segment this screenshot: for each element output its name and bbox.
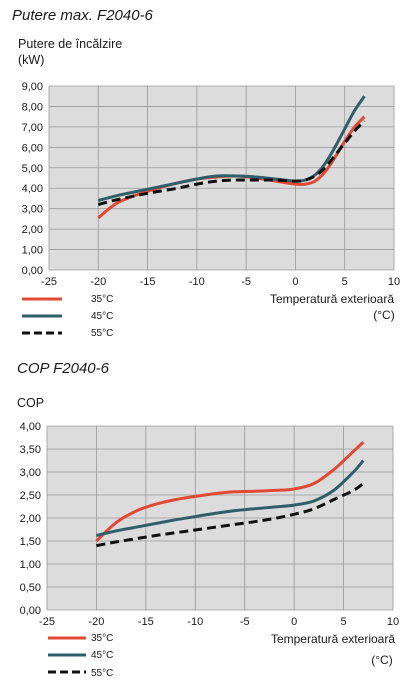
cop-y-tick-label: 0,00: [20, 605, 41, 617]
power-x-tick-label: -20: [90, 276, 106, 288]
cop-legend-label-35: 35°C: [91, 633, 113, 644]
power-series-line-45c: [97, 95, 366, 202]
cop-series-line-35c: [95, 441, 365, 543]
cop-x-tick-label: -5: [240, 616, 250, 628]
power-series-line-55c: [97, 119, 366, 207]
power-y-tick-label: 3,00: [22, 204, 43, 216]
power-x-tick-label: -10: [189, 276, 205, 288]
power-y-axis-label: Putere de încălzire: [18, 37, 122, 51]
cop-y-tick-label: 1,50: [20, 536, 41, 548]
cop-y-tick-label: 2,50: [20, 490, 41, 502]
power-y-tick-label: 2,00: [22, 224, 43, 236]
power-y-tick-label: 7,00: [22, 122, 43, 134]
power-y-tick-label: 0,00: [22, 265, 43, 277]
cop-y-axis-label: COP: [17, 396, 44, 410]
power-x-axis-label: Temperatură exterioară: [270, 292, 394, 306]
power-chart-title: Putere max. F2040-6: [12, 7, 154, 24]
cop-x-axis-unit: (°C): [371, 653, 392, 667]
cop-x-tick-label: -10: [187, 616, 203, 628]
cop-series-line-55c: [96, 482, 365, 548]
cop-y-tick-label: 2,00: [20, 513, 41, 525]
cop-chart: COP F2040-6 COP 0,00 0,50 1,00 1,50 2,00 2,50…: [17, 360, 399, 679]
power-y-tick-label: 6,00: [22, 142, 43, 154]
cop-x-tick-label: 10: [387, 616, 399, 628]
cop-series-line-45c: [96, 459, 365, 537]
power-y-tick-label: 8,00: [22, 101, 43, 113]
power-legend-label-55: 55°C: [91, 328, 113, 339]
power-x-axis-unit: (°C): [373, 308, 394, 322]
power-x-tick-label: -25: [41, 276, 57, 288]
cop-y-tick-label: 3,00: [20, 467, 41, 479]
cop-x-tick-label: 5: [341, 616, 347, 628]
power-legend-label-35: 35°C: [91, 294, 113, 305]
power-x-tick-label: 10: [388, 276, 400, 288]
cop-x-tick-label: -25: [39, 616, 55, 628]
power-y-tick-label: 1,00: [22, 245, 43, 257]
cop-x-tick-label: -20: [88, 616, 104, 628]
power-y-tick-label: 5,00: [22, 163, 43, 175]
cop-y-tick-label: 1,00: [20, 559, 41, 571]
cop-chart-title: COP F2040-6: [17, 360, 110, 377]
cop-y-tick-label: 3,50: [20, 444, 41, 456]
power-x-tick-label: -5: [241, 276, 251, 288]
power-x-tick-label: 0: [292, 276, 298, 288]
cop-x-tick-label: -15: [138, 616, 154, 628]
power-y-axis-unit: (kW): [18, 53, 44, 67]
cop-legend: 35°C 45°C 55°C: [48, 633, 113, 679]
cop-legend-label-45: 45°C: [91, 650, 113, 661]
power-x-tick-label: 5: [342, 276, 348, 288]
power-chart: Putere max. F2040-6 Putere de încălzire …: [12, 7, 400, 339]
power-y-tick-label: 9,00: [22, 81, 43, 93]
power-x-tick-label: -15: [140, 276, 156, 288]
cop-y-tick-label: 4,00: [20, 421, 41, 433]
power-legend: 35°C 45°C 55°C: [22, 294, 113, 339]
cop-x-axis-label: Temperatură exterioară: [271, 632, 395, 646]
power-y-tick-label: 4,00: [22, 183, 43, 195]
cop-y-tick-label: 0,50: [20, 582, 41, 594]
cop-legend-label-55: 55°C: [91, 668, 113, 679]
power-legend-label-45: 45°C: [91, 311, 113, 322]
cop-x-tick-label: 0: [291, 616, 297, 628]
